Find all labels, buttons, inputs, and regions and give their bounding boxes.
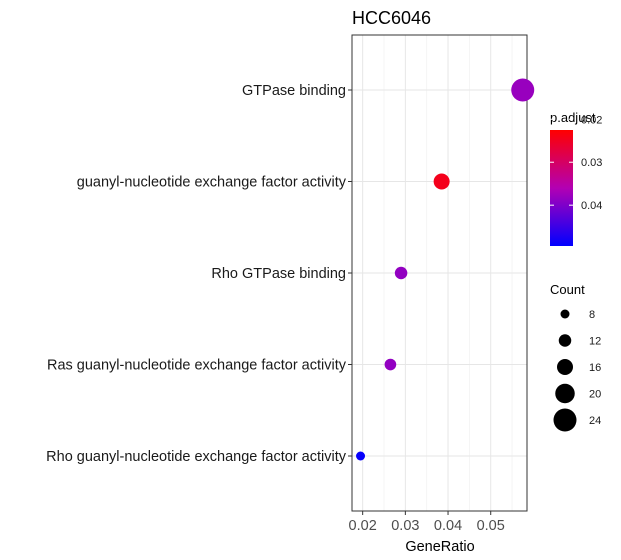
x-tick-label: 0.02 [349,518,377,534]
data-points [356,78,535,461]
category-label: Ras guanyl-nucleotide exchange factor ac… [47,358,347,374]
data-point [394,266,408,280]
color-tick-label: 0.02 [581,114,602,126]
category-label: Rho guanyl-nucleotide exchange factor ac… [46,449,347,465]
size-legend-label: 12 [589,336,601,348]
size-legend-dot [555,383,575,404]
size-legend-dot [553,408,577,432]
size-legend-dot [560,309,570,319]
size-legend-keys: 8 12 16 20 24 [553,309,601,432]
color-tick-label: 0.03 [581,157,602,169]
color-legend: p.adjust 0.02 0.03 0.04 [550,110,602,246]
size-legend-label: 16 [589,362,601,374]
size-legend-label: 8 [589,309,595,321]
category-label: GTPase binding [242,83,346,99]
category-label: guanyl-nucleotide exchange factor activi… [77,175,347,191]
color-legend-title: p.adjust [550,110,596,125]
data-point [356,451,366,461]
x-tick-label: 0.03 [391,518,419,534]
grid-lines [352,35,527,511]
category-label: Rho GTPase binding [211,266,346,282]
size-legend: Count 8 12 16 20 24 [550,282,601,432]
x-axis-ticks: 0.02 0.03 0.04 0.05 [349,511,505,534]
size-legend-dot [558,334,572,347]
data-point [384,358,397,371]
size-legend-dot [557,359,573,375]
size-legend-label: 24 [589,415,601,427]
category-labels: GTPase binding guanyl-nucleotide exchange… [46,83,352,465]
x-tick-label: 0.05 [477,518,505,534]
color-scale-bar [550,130,573,246]
x-axis-title: GeneRatio [405,539,474,555]
color-tick-label: 0.04 [581,200,602,212]
data-point [511,78,535,102]
x-tick-label: 0.04 [434,518,462,534]
size-legend-label: 20 [589,389,601,401]
size-legend-title: Count [550,282,585,297]
data-point [433,173,450,190]
color-legend-ticks: 0.02 0.03 0.04 [550,114,602,212]
chart-title: HCC6046 [352,8,431,28]
